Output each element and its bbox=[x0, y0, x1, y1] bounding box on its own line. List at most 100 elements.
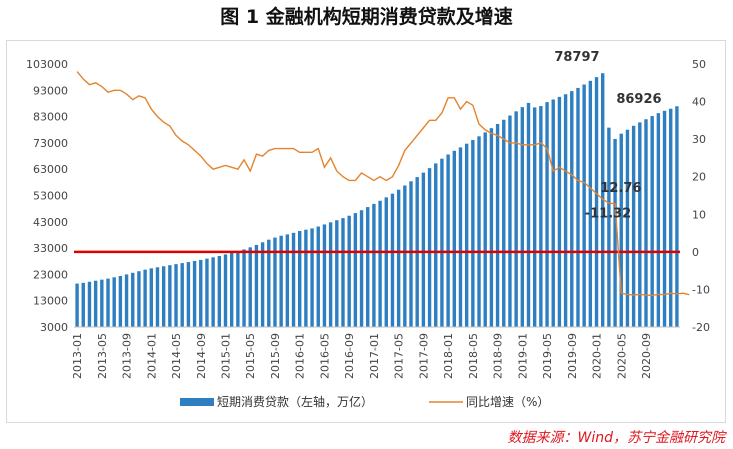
bar bbox=[495, 123, 500, 328]
bar bbox=[205, 258, 209, 327]
bar bbox=[322, 224, 327, 327]
bar bbox=[619, 133, 623, 327]
bar bbox=[582, 84, 586, 327]
bar bbox=[248, 247, 252, 327]
x-axis-tick-label: 2020-05 bbox=[615, 333, 628, 379]
right-axis-tick-label: -10 bbox=[692, 283, 710, 296]
bar bbox=[532, 107, 537, 328]
bar bbox=[366, 207, 370, 327]
bar bbox=[557, 96, 562, 328]
data-label: 12.76 bbox=[600, 181, 641, 196]
x-axis-tick-label: 2018-01 bbox=[442, 333, 455, 379]
data-label: -11.32 bbox=[585, 206, 632, 221]
bar bbox=[390, 193, 395, 327]
bar bbox=[131, 272, 135, 327]
bar bbox=[396, 189, 401, 327]
bar bbox=[137, 271, 141, 327]
data-label: 86926 bbox=[616, 92, 661, 107]
left-axis-tick-label: 43000 bbox=[33, 216, 68, 229]
bar bbox=[471, 140, 475, 327]
bar bbox=[335, 220, 339, 327]
bar bbox=[545, 102, 549, 327]
x-axis: 2013-01 2013-05 2013-09 2014-01 2014-05 2014-… bbox=[71, 326, 680, 379]
bar bbox=[458, 147, 463, 327]
bar bbox=[273, 237, 277, 327]
annotation-layer: 78797 86926 12.76 -11.32 bbox=[554, 50, 661, 221]
x-axis-tick-label: 2019-05 bbox=[541, 333, 554, 379]
x-axis-tick-label: 2017-09 bbox=[417, 333, 430, 379]
x-axis-tick-label: 2018-09 bbox=[492, 333, 505, 379]
x-axis-tick-label: 2013-01 bbox=[71, 333, 84, 379]
bar bbox=[254, 244, 259, 327]
bar bbox=[87, 281, 92, 327]
bar bbox=[613, 138, 617, 327]
x-axis-tick-label: 2015-09 bbox=[269, 333, 282, 379]
bar bbox=[236, 251, 240, 327]
bar bbox=[180, 263, 184, 327]
bar bbox=[168, 265, 172, 327]
bar bbox=[124, 274, 129, 327]
bar bbox=[304, 229, 308, 327]
bar bbox=[155, 267, 160, 327]
bar bbox=[563, 94, 568, 327]
left-axis-tick-label: 93000 bbox=[33, 84, 68, 97]
bar bbox=[434, 163, 438, 327]
x-axis-tick-label: 2014-01 bbox=[145, 333, 158, 379]
x-axis-tick-label: 2016-01 bbox=[294, 333, 307, 379]
chart-title: 图 1 金融机构短期消费贷款及增速 bbox=[220, 6, 513, 28]
left-axis-tick-label: 23000 bbox=[33, 268, 68, 281]
data-label: 78797 bbox=[554, 50, 599, 65]
right-axis-tick-label: 40 bbox=[692, 96, 706, 109]
left-axis-tick-label: 73000 bbox=[33, 137, 68, 150]
bar bbox=[328, 222, 333, 327]
x-axis-tick-label: 2013-05 bbox=[96, 333, 109, 379]
bar bbox=[421, 172, 426, 327]
bar bbox=[143, 269, 147, 327]
bar bbox=[452, 150, 456, 327]
bar bbox=[520, 107, 525, 327]
left-axis-tick-label: 83000 bbox=[33, 111, 68, 124]
bar bbox=[353, 213, 358, 327]
bar bbox=[75, 283, 79, 327]
bar bbox=[662, 110, 667, 327]
bar bbox=[279, 235, 283, 327]
right-axis-tick-label: 10 bbox=[692, 208, 706, 221]
bar bbox=[242, 249, 246, 327]
bar bbox=[477, 136, 481, 327]
bar bbox=[186, 262, 191, 327]
left-axis-tick-label: 3000 bbox=[40, 321, 68, 334]
bar bbox=[427, 168, 432, 327]
left-axis-tick-label: 103000 bbox=[26, 58, 68, 71]
bar bbox=[211, 257, 215, 327]
bar bbox=[601, 73, 605, 328]
bar bbox=[570, 91, 574, 327]
bar bbox=[384, 197, 388, 327]
x-axis-tick-label: 2015-01 bbox=[220, 333, 233, 379]
bar bbox=[192, 260, 197, 327]
left-axis-tick-label: 33000 bbox=[33, 242, 68, 255]
bar bbox=[316, 226, 320, 327]
bar bbox=[607, 127, 611, 328]
right-axis-tick-label: 50 bbox=[692, 58, 706, 71]
bar bbox=[372, 203, 376, 327]
left-axis-tick-label: 13000 bbox=[33, 295, 68, 308]
bars-layer bbox=[75, 73, 679, 328]
bar bbox=[526, 102, 531, 327]
line-layer bbox=[76, 71, 690, 297]
bar bbox=[675, 106, 679, 328]
bar bbox=[638, 122, 642, 327]
x-axis-tick-label: 2020-09 bbox=[640, 333, 653, 379]
bar bbox=[551, 99, 555, 327]
x-axis-tick-label: 2017-05 bbox=[393, 333, 406, 379]
legend: 短期消费贷款（左轴，万亿） 同比增速（%） bbox=[180, 394, 549, 409]
x-axis-tick-label: 2014-09 bbox=[195, 333, 208, 379]
bar bbox=[483, 132, 487, 327]
left-axis-tick-label: 53000 bbox=[33, 190, 68, 203]
legend-bar-swatch bbox=[180, 398, 214, 406]
bar bbox=[644, 119, 648, 327]
bar bbox=[93, 280, 98, 327]
bar bbox=[112, 277, 116, 327]
bar bbox=[118, 275, 123, 327]
legend-bar-label: 短期消费贷款（左轴，万亿） bbox=[217, 394, 373, 409]
